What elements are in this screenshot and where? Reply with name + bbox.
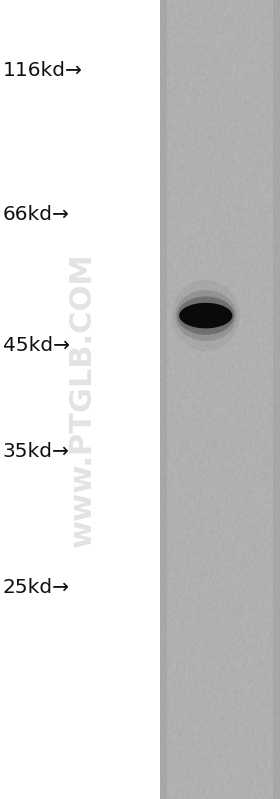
Text: www.PTGLB.COM: www.PTGLB.COM (68, 252, 97, 547)
Ellipse shape (172, 280, 240, 352)
Ellipse shape (179, 303, 232, 328)
Text: 116kd→: 116kd→ (3, 61, 83, 80)
Bar (160, 0, 167, 799)
Text: 25kd→: 25kd→ (3, 578, 70, 597)
Bar (273, 0, 280, 799)
Text: 66kd→: 66kd→ (3, 205, 70, 224)
Text: 45kd→: 45kd→ (3, 336, 70, 355)
Text: 35kd→: 35kd→ (3, 442, 70, 461)
Ellipse shape (177, 296, 234, 335)
Ellipse shape (175, 290, 236, 341)
